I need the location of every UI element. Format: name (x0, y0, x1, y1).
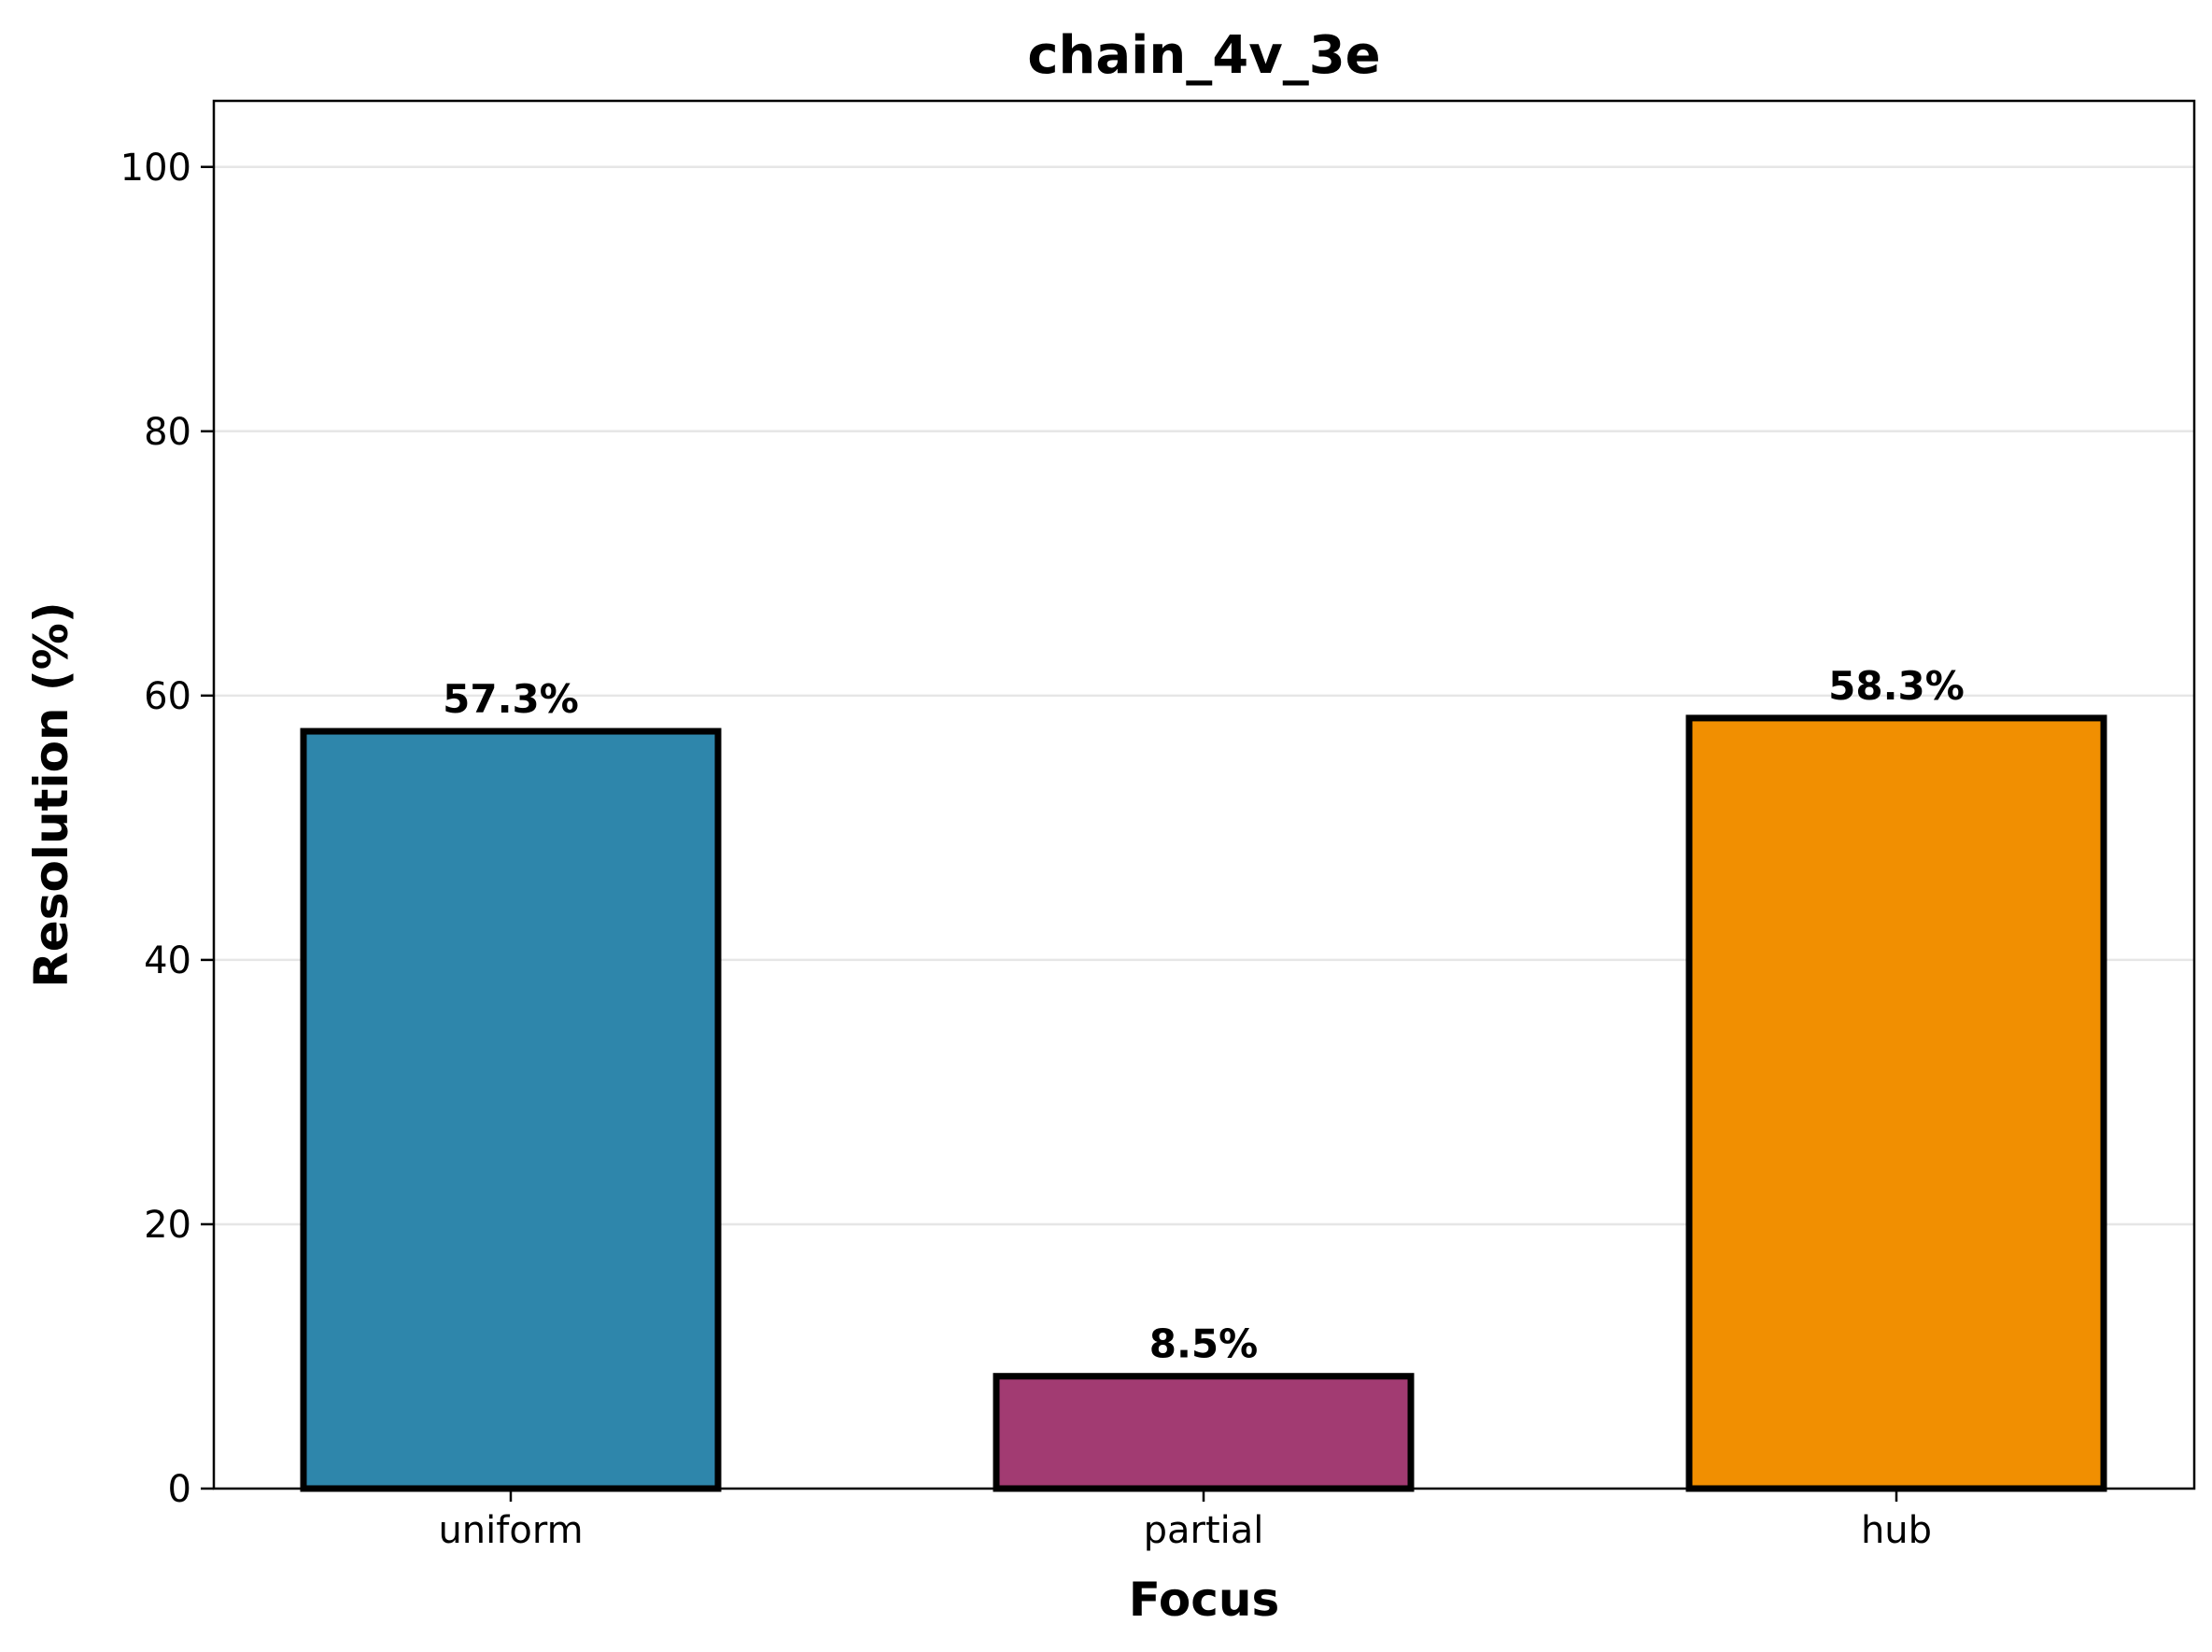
bar-uniform (300, 727, 722, 1492)
x-axis-title: Focus (1129, 1573, 1279, 1627)
bars (300, 714, 2107, 1492)
y-axis-title: Resolution (%) (24, 601, 78, 987)
data-labels: 57.3% 8.5% 58.3% (443, 663, 1965, 1367)
y-tick-label: 20 (144, 1204, 191, 1247)
x-tick-label-uniform: uniform (438, 1509, 583, 1552)
x-tick-label-hub: hub (1861, 1509, 1932, 1552)
data-label-hub: 58.3% (1828, 663, 1965, 709)
y-tick-label: 100 (120, 147, 191, 190)
y-axis-ticks: 0 20 40 60 80 100 (120, 147, 214, 1511)
y-tick-label: 80 (144, 411, 191, 454)
data-label-uniform: 57.3% (443, 676, 579, 722)
data-label-partial: 8.5% (1149, 1321, 1258, 1367)
y-tick-label: 0 (168, 1468, 191, 1511)
x-tick-label-partial: partial (1144, 1509, 1264, 1552)
y-tick-label: 40 (144, 939, 191, 982)
bar-hub (1685, 714, 2107, 1492)
x-axis-ticks: uniform partial hub (438, 1489, 1932, 1552)
chart-title: chain_4v_3e (1027, 25, 1380, 86)
bar-partial (993, 1373, 1415, 1492)
y-tick-label: 60 (144, 675, 191, 718)
